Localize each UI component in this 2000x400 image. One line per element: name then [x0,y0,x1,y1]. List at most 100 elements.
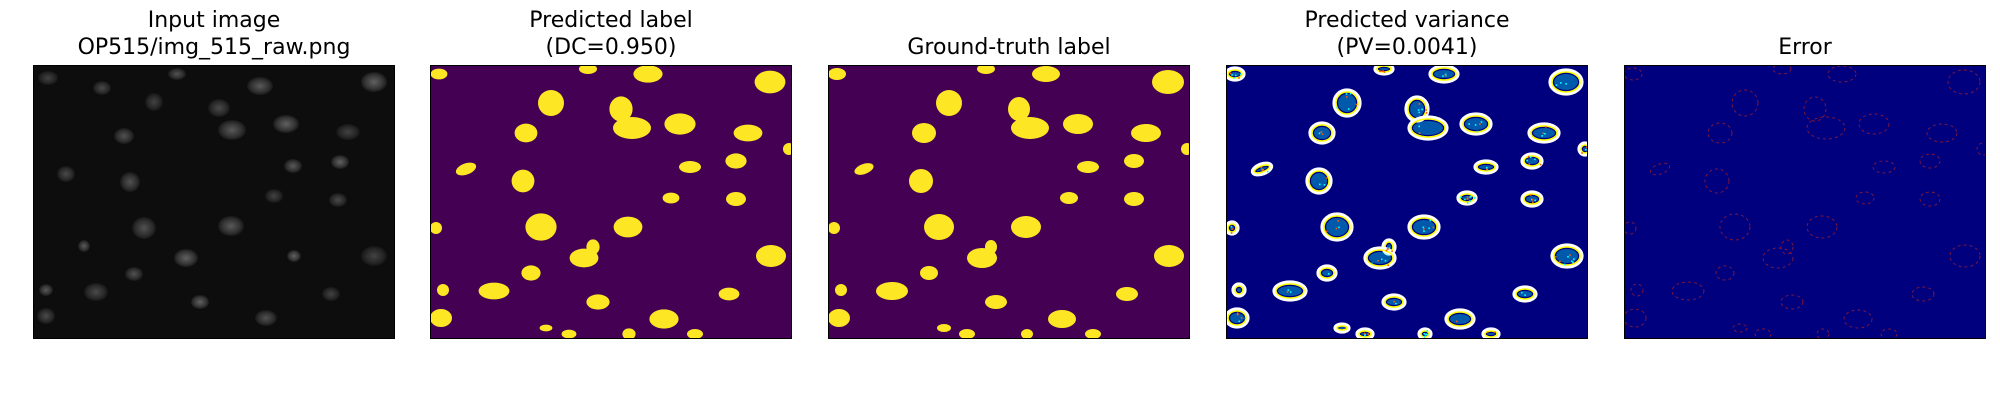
variance-speckle [1486,331,1489,334]
label-nucleus [829,68,846,80]
error-contour [1806,116,1846,140]
error-contour [1625,308,1647,328]
variance-speckle [1422,226,1425,229]
variance-speckle [1559,260,1561,263]
error-contour [1731,89,1759,117]
variance-speckle [1383,71,1386,73]
label-nucleus [1124,154,1144,168]
variance-speckle [1286,291,1289,293]
label-nucleus [1085,329,1101,338]
variance-ring-mid [1523,155,1541,167]
variance-speckle [1355,103,1358,106]
variance-speckle [1321,133,1324,135]
variance-speckle [1469,196,1471,198]
error-canvas [1625,66,1985,338]
variance-speckle [1474,197,1476,199]
variance-interior [1338,94,1356,112]
label-nucleus [1060,192,1078,204]
error-contour [1630,283,1644,297]
variance-speckle [1555,84,1558,86]
variance-speckle [1476,130,1479,133]
variance-interior [1278,286,1302,296]
variance-speckle [1527,155,1530,158]
variance-ring [1381,293,1407,311]
variance-ring-mid [1227,223,1237,233]
variance-speckle [1417,109,1420,111]
variance-ring [1428,66,1460,84]
error-contour [1855,191,1875,205]
variance-speckle [1345,96,1348,98]
variance-ring [1272,280,1308,302]
label-nucleus [726,192,746,206]
variance-speckle [1560,82,1562,84]
variance-speckle [1349,92,1352,95]
variance-ring-mid [1336,325,1348,331]
label-nucleus [687,329,703,338]
variance-ring-mid [1410,118,1446,138]
variance-ring [1520,190,1544,208]
variance-ring [1227,220,1240,236]
label-nucleus [936,90,962,116]
error-contour [1707,122,1733,144]
variance-ring-mid [1553,246,1581,266]
label-nucleus [959,329,975,338]
predicted-variance-axes [1226,65,1588,339]
variance-ring-mid [1530,125,1558,141]
label-nucleus [829,309,850,327]
error-contour [1671,281,1705,301]
variance-speckle [1444,73,1447,76]
label-nucleus [609,96,633,122]
variance-speckle [1466,202,1469,204]
variance-speckle [1418,103,1421,105]
variance-speckle [1318,132,1321,135]
label-nucleus [924,214,954,240]
variance-speckle [1534,158,1536,161]
label-nucleus [1116,287,1138,301]
label-nucleus [876,282,908,300]
variance-speckle [1423,230,1425,232]
input-nucleus [37,308,55,324]
panel-title-pred: Predicted label (DC=0.950) [430,7,792,61]
variance-speckle [1393,300,1395,303]
label-nucleus [783,143,791,155]
label-nucleus [586,294,610,310]
variance-speckle [1385,249,1388,252]
panel-title-input-line2: OP515/img_515_raw.png [77,35,351,60]
input-nucleus [145,93,163,111]
label-nucleus [977,66,995,74]
variance-speckle [1532,201,1534,204]
panel-title-var-line1: Predicted variance [1304,8,1510,33]
variance-speckle [1244,317,1247,319]
variance-speckle [1486,168,1488,171]
panel-title-gt-line1: Ground-truth label [907,35,1111,60]
input-nucleus [38,71,58,85]
variance-ring [1332,88,1362,118]
input-nucleus [39,284,53,296]
variance-speckle [1338,226,1340,229]
label-nucleus [1011,117,1049,139]
variance-speckle [1381,70,1383,73]
input-image-axes [33,65,395,339]
error-contour [1803,96,1827,122]
input-nucleus [168,68,186,80]
variance-ring-mid [1515,288,1535,300]
variance-speckle [1345,93,1348,95]
error-contour [1911,286,1935,302]
variance-ring [1308,121,1336,145]
variance-ring-mid [1323,215,1351,239]
variance-speckle [1231,74,1233,76]
variance-ring-mid [1319,267,1335,279]
label-nucleus [679,161,701,173]
input-nucleus [331,155,349,169]
variance-speckle [1531,198,1533,201]
variance-speckle [1466,198,1469,200]
variance-ring [1444,308,1476,330]
variance-speckle [1466,196,1469,198]
label-nucleus [514,123,538,143]
label-nucleus [1152,70,1184,94]
panel-background [1625,66,1985,338]
panel-predicted-variance: Predicted variance (PV=0.0041) [1226,0,1588,400]
label-nucleus [912,123,936,143]
variance-speckle [1381,258,1383,261]
variance-speckle [1363,332,1366,335]
